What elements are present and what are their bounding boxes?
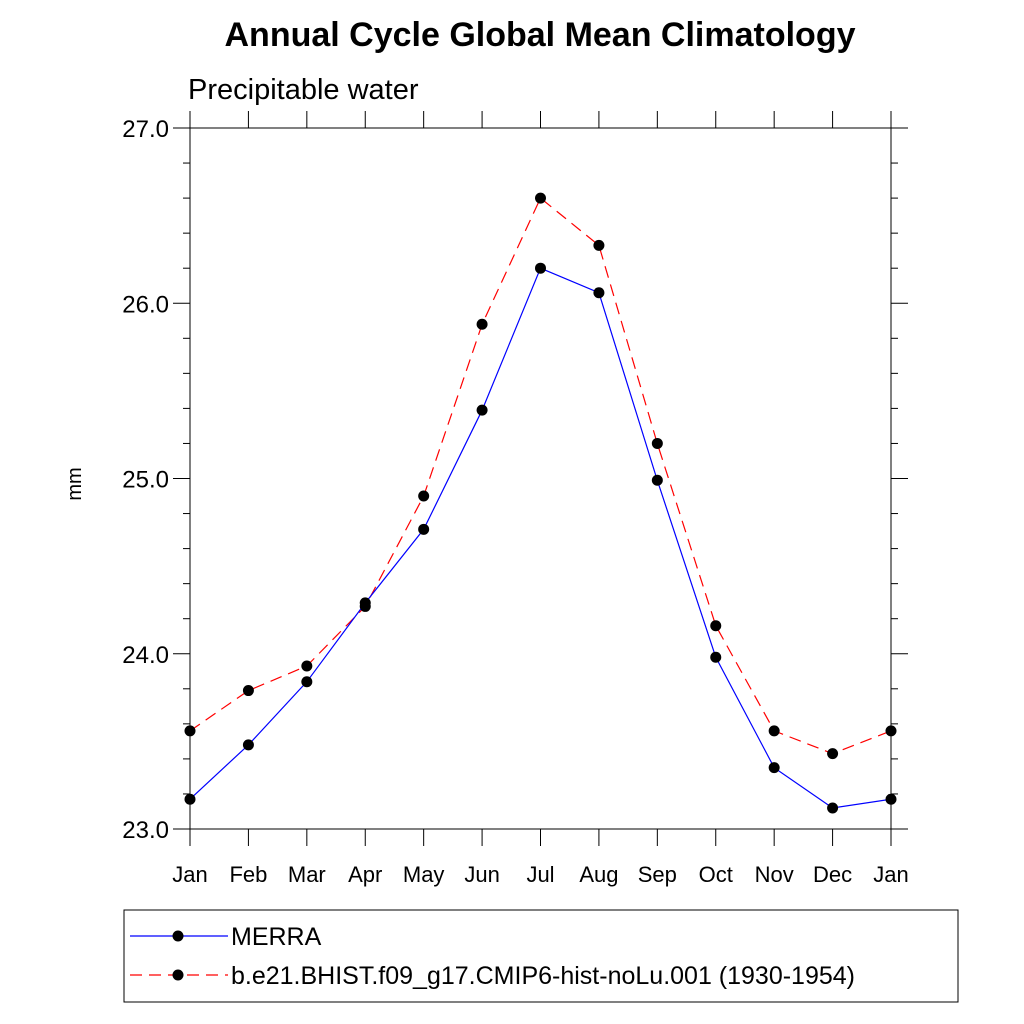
data-point-series-0 (710, 651, 722, 663)
chart-title: Annual Cycle Global Mean Climatology (225, 16, 856, 54)
y-tick-label: 23.0 (122, 817, 169, 844)
x-tick-label: Nov (755, 862, 794, 887)
x-tick-label: Apr (348, 862, 382, 887)
legend-label-0: MERRA (231, 923, 322, 951)
x-tick-label: May (403, 862, 445, 887)
x-tick-label: Mar (288, 862, 326, 887)
data-point-series-0 (184, 793, 196, 805)
x-tick-label: Jan (172, 862, 207, 887)
legend-label-1: b.e21.BHIST.f09_g17.CMIP6-hist-noLu.001 … (231, 962, 855, 990)
data-point-series-1 (885, 725, 897, 737)
data-point-series-0 (535, 262, 546, 274)
data-point-series-0 (827, 802, 839, 814)
data-point-series-1 (535, 192, 546, 204)
data-point-series-1 (359, 600, 371, 612)
series-line-1 (189, 197, 892, 755)
data-point-series-0 (242, 739, 254, 751)
data-point-series-1 (418, 490, 430, 502)
y-tick-label: 25.0 (122, 467, 169, 494)
legend: MERRA b.e21.BHIST.f09_g17.CMIP6-hist-noLu… (130, 923, 855, 990)
y-tick-label: 26.0 (122, 291, 169, 318)
data-point-series-1 (242, 685, 254, 697)
data-point-series-0 (301, 676, 313, 688)
plot-frame (189, 127, 892, 830)
x-tick-label: Jan (873, 862, 908, 887)
data-point-series-1 (651, 437, 663, 449)
data-point-series-1 (476, 318, 488, 330)
data-point-series-1 (593, 239, 605, 251)
data-point-series-1 (301, 660, 313, 672)
y-tick-label: 24.0 (122, 642, 169, 669)
legend-box (123, 909, 959, 1003)
series-line-0 (189, 267, 892, 809)
legend-marker-0 (172, 930, 184, 942)
legend-marker-1 (172, 969, 184, 981)
series-layer (184, 192, 897, 814)
y-axis-label: mm (64, 467, 86, 500)
data-point-series-1 (827, 748, 839, 760)
axis-tick-labels: 23.0 24.0 25.0 26.0 27.0 Jan Feb Mar Apr May Jun Ju… (122, 116, 908, 887)
x-tick-label: Feb (229, 862, 267, 887)
data-point-series-0 (418, 523, 430, 535)
data-point-series-1 (768, 725, 780, 737)
data-point-series-1 (184, 725, 196, 737)
chart-subtitle: Precipitable water (188, 74, 419, 106)
x-tick-label: Jul (526, 862, 554, 887)
axis-ticks (173, 111, 908, 846)
data-point-series-1 (710, 620, 722, 632)
data-point-series-0 (885, 793, 897, 805)
data-point-series-0 (476, 404, 488, 416)
y-tick-label: 27.0 (122, 116, 169, 143)
x-tick-label: Jun (464, 862, 499, 887)
x-tick-label: Sep (638, 862, 677, 887)
data-point-series-0 (651, 474, 663, 486)
x-tick-label: Oct (699, 862, 733, 887)
x-tick-label: Aug (579, 862, 618, 887)
data-point-series-0 (768, 762, 780, 774)
x-tick-label: Dec (813, 862, 852, 887)
data-point-series-0 (593, 287, 605, 299)
